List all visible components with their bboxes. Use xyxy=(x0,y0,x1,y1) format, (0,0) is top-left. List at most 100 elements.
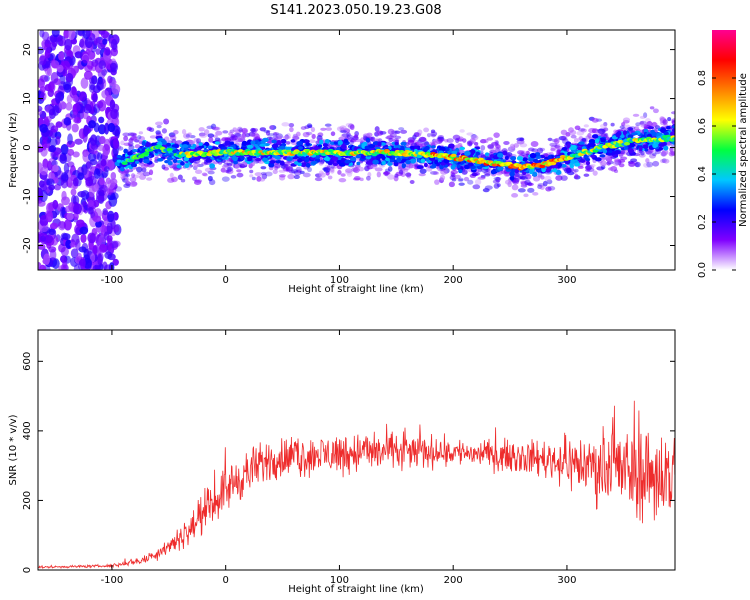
spectrogram-x-tick-label: 100 xyxy=(330,275,349,286)
spectrogram-halo-cell xyxy=(493,183,500,189)
spectrogram-halo-cell xyxy=(177,174,183,180)
spectrogram-noise-cell xyxy=(80,233,87,243)
spectrogram-band-cell xyxy=(166,156,173,161)
spectrogram-halo-cell xyxy=(491,141,499,146)
spectrogram-halo-cell xyxy=(394,173,399,178)
spectrogram-halo-cell xyxy=(467,179,474,185)
spectrogram-halo-cell xyxy=(374,167,383,172)
spectrogram-noise-cell xyxy=(112,224,120,233)
snr-frame xyxy=(37,329,676,571)
spectrogram-halo-cell xyxy=(560,135,568,141)
spectrogram-band-cell xyxy=(440,162,446,166)
spectrogram-halo-cell xyxy=(285,141,291,145)
spectrogram-halo-cell xyxy=(473,142,479,146)
spectrogram-halo-cell xyxy=(336,126,342,132)
spectrogram-band-cell xyxy=(372,159,379,165)
spectrogram-noise-cell xyxy=(44,116,52,123)
spectrogram-halo-cell xyxy=(643,162,651,168)
spectrogram-halo-cell xyxy=(254,172,263,177)
spectrogram-band-cell xyxy=(250,140,256,145)
spectrogram-noise-cell xyxy=(92,93,98,103)
spectrogram-halo-cell xyxy=(251,132,260,138)
spectrogram-halo-cell xyxy=(620,149,628,155)
spectrogram-noise-cell xyxy=(85,104,92,111)
spectrogram-band-cell xyxy=(365,160,372,165)
spectrogram-noise-cell xyxy=(58,100,66,110)
spectrogram-noise-cell xyxy=(97,42,106,50)
spectrogram-halo-cell xyxy=(576,130,585,136)
spectrogram-halo-cell xyxy=(560,175,568,181)
spectrogram-noise-cell xyxy=(43,253,51,265)
spectrogram-halo-cell xyxy=(600,133,608,139)
spectrogram-band-cell xyxy=(365,155,372,160)
spectrogram-halo-cell xyxy=(114,186,123,192)
spectrogram-halo-cell xyxy=(138,135,145,142)
spectrogram-halo-cell xyxy=(198,132,206,137)
figure-title: S141.2023.050.19.23.G08 xyxy=(270,3,441,18)
spectrogram-halo-cell xyxy=(207,133,215,138)
spectrogram-band-cell xyxy=(161,139,167,145)
spectrogram-halo-cell xyxy=(325,127,333,131)
spectrogram-halo-cell xyxy=(649,106,655,110)
spectrogram-halo-cell xyxy=(293,169,302,176)
spectrogram-halo-cell xyxy=(574,125,581,131)
spectrogram-halo-cell xyxy=(123,142,131,147)
spectrogram-halo-cell xyxy=(516,137,524,141)
spectrogram-band-cell xyxy=(156,158,164,162)
spectrogram-noise-cell xyxy=(76,219,85,228)
spectrogram-halo-cell xyxy=(413,132,420,138)
spectrogram-halo-cell xyxy=(193,137,199,143)
spectrogram-halo-cell xyxy=(226,162,234,166)
spectrogram-halo-cell xyxy=(549,142,558,147)
spectrogram-halo-cell xyxy=(613,169,619,174)
spectrogram-noise-cell xyxy=(38,46,45,55)
spectrogram-halo-cell xyxy=(459,129,465,133)
spectrogram-noise-cell xyxy=(98,60,106,70)
spectrogram-band-cell xyxy=(646,133,652,138)
spectrogram-band-cell xyxy=(247,155,253,162)
spectrogram-halo-cell xyxy=(137,135,142,140)
spectrogram-halo-cell xyxy=(511,193,519,198)
spectrogram-band-cell xyxy=(324,139,330,144)
spectrogram-noise-cell xyxy=(90,61,97,72)
spectrogram-noise-cell xyxy=(47,122,55,131)
spectrogram-band-cell xyxy=(663,131,669,136)
spectrogram-band-cell xyxy=(619,134,625,139)
spectrogram-halo-cell xyxy=(295,131,301,137)
spectrogram-halo-cell xyxy=(480,145,486,151)
spectrogram-halo-cell xyxy=(274,163,282,169)
spectrogram-ridge-cell xyxy=(450,153,457,158)
spectrogram-band-cell xyxy=(532,171,538,177)
spectrogram-halo-cell xyxy=(198,127,205,132)
spectrogram-noise-cell xyxy=(83,70,93,80)
spectrogram-band-cell xyxy=(297,157,303,163)
spectrogram-halo-cell xyxy=(225,169,234,175)
spectrogram-band-cell xyxy=(594,138,600,144)
spectrogram-halo-cell xyxy=(236,172,244,178)
spectrogram-halo-cell xyxy=(326,165,331,171)
spectrogram-band-cell xyxy=(671,125,675,129)
spectrogram-halo-cell xyxy=(487,144,494,150)
spectrogram-band-cell xyxy=(599,154,606,158)
snr-line xyxy=(38,400,675,570)
spectrogram-band-cell xyxy=(602,149,608,154)
spectrogram-halo-cell xyxy=(423,127,430,133)
spectrogram-band-cell xyxy=(286,156,293,162)
spectrogram-halo-cell xyxy=(374,126,380,132)
spectrogram-halo-cell xyxy=(437,138,445,142)
spectrogram-band-cell xyxy=(232,155,238,162)
spectrogram-noise-cell xyxy=(110,171,117,181)
spectrogram-halo-cell xyxy=(626,127,634,132)
spectrogram-halo-cell xyxy=(352,167,360,174)
spectrogram-halo-cell xyxy=(341,133,350,138)
spectrogram-band-cell xyxy=(240,155,245,161)
spectrogram-halo-cell xyxy=(398,169,404,175)
spectrogram-halo-cell xyxy=(546,179,553,185)
spectrogram-noise-cell xyxy=(110,192,119,200)
spectrogram-halo-cell xyxy=(547,137,553,142)
spectrogram-noise-cell xyxy=(66,212,74,221)
spectrogram-band-cell xyxy=(401,162,407,169)
spectrogram-band-cell xyxy=(502,150,508,156)
spectrogram-noise-cell xyxy=(98,243,108,253)
